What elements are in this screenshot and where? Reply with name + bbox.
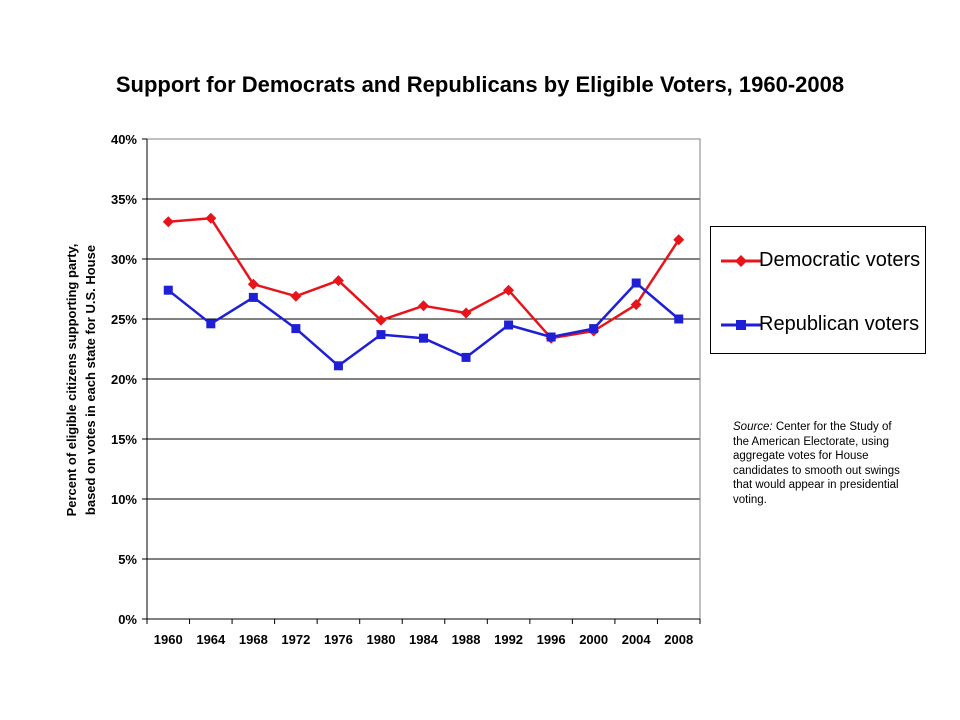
axes bbox=[142, 138, 701, 624]
x-tick-label: 1976 bbox=[324, 632, 353, 647]
data-point bbox=[674, 314, 684, 324]
x-tick-label: 1988 bbox=[452, 632, 481, 647]
legend-item-democratic: Democratic voters bbox=[711, 241, 925, 281]
legend-item-republican: Republican voters bbox=[711, 305, 925, 345]
data-point bbox=[546, 332, 556, 342]
x-tick-label: 1968 bbox=[239, 632, 268, 647]
legend-label-republican: Republican voters bbox=[759, 313, 920, 335]
data-point bbox=[673, 234, 685, 246]
data-point bbox=[332, 275, 344, 287]
data-point bbox=[630, 299, 642, 311]
x-tick-label: 2000 bbox=[579, 632, 608, 647]
y-tick-label: 0% bbox=[118, 612, 137, 627]
data-point bbox=[206, 319, 216, 329]
data-point bbox=[248, 292, 258, 302]
y-tick-label: 15% bbox=[111, 432, 137, 447]
data-point bbox=[418, 300, 429, 312]
republican-legend-marker bbox=[721, 320, 761, 330]
x-tick-label: 1972 bbox=[281, 632, 310, 647]
x-tick-label: 1992 bbox=[494, 632, 523, 647]
data-point bbox=[333, 361, 343, 371]
data-point bbox=[589, 324, 599, 334]
y-tick-label: 20% bbox=[111, 372, 137, 387]
data-point bbox=[247, 278, 259, 290]
x-tick-label: 1980 bbox=[367, 632, 396, 647]
x-tick-label: 2008 bbox=[664, 632, 693, 647]
y-tick-label: 30% bbox=[111, 252, 137, 267]
data-point bbox=[376, 330, 386, 340]
legend: Democratic voters Republican voters bbox=[710, 226, 926, 354]
democratic-legend-marker bbox=[721, 255, 761, 267]
series-democratic bbox=[162, 212, 685, 344]
gridlines bbox=[147, 198, 700, 560]
data-point bbox=[291, 324, 301, 334]
source-label: Source: bbox=[733, 421, 773, 433]
source-text: Center for the Study of the American Ele… bbox=[733, 421, 900, 506]
y-tick-label: 40% bbox=[111, 132, 137, 147]
x-tick-label: 1960 bbox=[154, 632, 183, 647]
y-tick-label: 35% bbox=[111, 192, 137, 207]
y-tick-label: 25% bbox=[111, 312, 137, 327]
y-tick-label: 10% bbox=[111, 492, 137, 507]
x-tick-label: 2004 bbox=[622, 632, 652, 647]
data-point bbox=[461, 352, 471, 362]
series bbox=[162, 212, 685, 371]
data-point bbox=[419, 333, 428, 343]
y-tick-label: 5% bbox=[118, 552, 137, 567]
x-tick-label: 1984 bbox=[409, 632, 439, 647]
data-point bbox=[163, 285, 173, 295]
x-tick-label: 1964 bbox=[196, 632, 226, 647]
data-point bbox=[631, 278, 641, 288]
data-point bbox=[162, 216, 174, 228]
data-point bbox=[290, 290, 302, 302]
source-note: Source: Center for the Study of the Amer… bbox=[733, 420, 903, 507]
x-tick-label: 1996 bbox=[537, 632, 566, 647]
x-tick-labels: 1960 1964 1968 1972 1976 1980 1984 1988 1992 1996… bbox=[154, 632, 693, 647]
series-republican bbox=[163, 278, 684, 371]
y-axis-label-line-1: Percent of eligible citizens supporting … bbox=[64, 244, 79, 517]
y-tick-labels: 0% 5% 10% 15% 20% 25% 30% 35% 40% bbox=[111, 132, 137, 627]
data-point bbox=[205, 212, 217, 224]
legend-label-democratic: Democratic voters bbox=[759, 249, 921, 271]
data-point bbox=[375, 314, 387, 326]
chart-title: Support for Democrats and Republicans by… bbox=[115, 72, 845, 97]
data-point bbox=[460, 307, 472, 319]
y-axis-label-line-2: based on votes in each state for U.S. Ho… bbox=[83, 245, 98, 515]
data-point bbox=[504, 320, 514, 330]
data-point bbox=[503, 284, 515, 296]
